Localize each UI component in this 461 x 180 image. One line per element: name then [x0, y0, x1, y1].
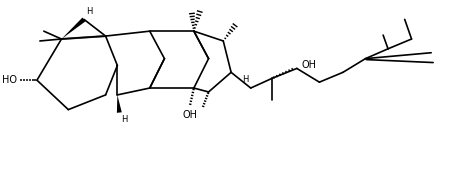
Text: OH: OH	[183, 110, 197, 120]
Text: H: H	[121, 114, 128, 123]
Text: OH: OH	[302, 60, 317, 69]
Polygon shape	[117, 95, 122, 113]
Polygon shape	[61, 17, 86, 39]
Text: HO: HO	[2, 75, 18, 85]
Text: H: H	[242, 75, 249, 84]
Text: H: H	[86, 7, 92, 16]
